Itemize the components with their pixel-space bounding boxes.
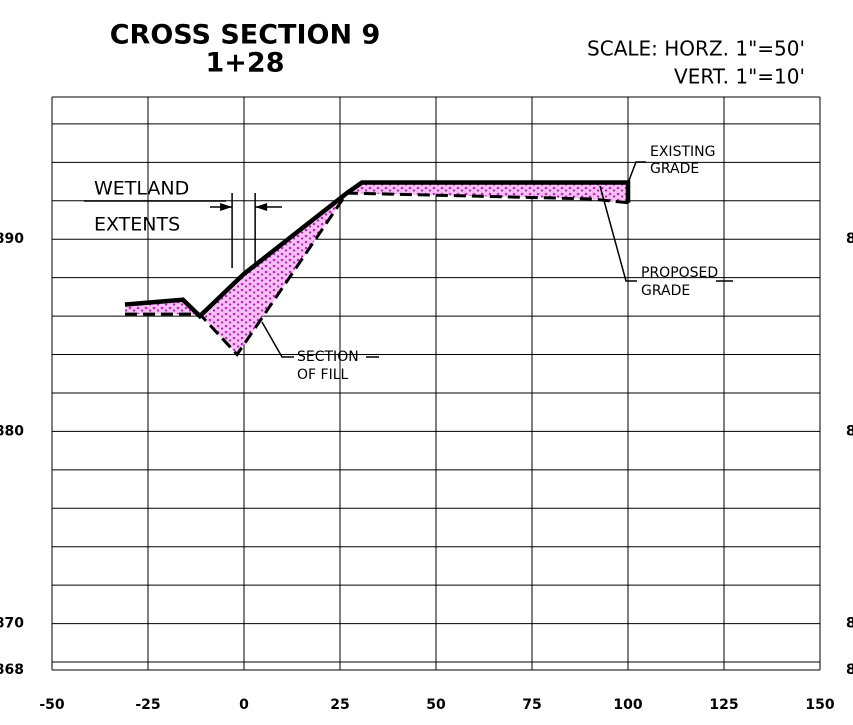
x-tick-label: 0 [239, 697, 249, 713]
annotation: EXTENTS [94, 214, 180, 236]
leader-line [627, 161, 646, 184]
scale-vert: VERT. 1"=10' [674, 65, 805, 89]
grade-line [124, 191, 629, 357]
leader-line [261, 321, 294, 358]
scale-horz: SCALE: HORZ. 1"=50' [587, 37, 805, 61]
x-tick-label: 150 [805, 697, 834, 713]
fill-area [124, 182, 629, 355]
x-tick-label: 100 [613, 697, 642, 713]
arrow-head [220, 203, 233, 211]
x-tick-label: -25 [135, 697, 160, 713]
annotation: OF FILL [297, 367, 349, 383]
y-tick-label: 868 [0, 662, 24, 678]
chart-subtitle: 1+28 [206, 48, 285, 79]
y-tick-label-right: 870 [846, 616, 853, 632]
arrow-head [255, 203, 268, 211]
annotation: PROPOSED [641, 265, 718, 281]
annotation: GRADE [641, 283, 690, 299]
y-tick-label: 890 [0, 231, 24, 247]
annotation: SECTION [297, 349, 359, 365]
x-tick-label: 50 [426, 697, 446, 713]
y-tick-label-right: 868 [846, 662, 853, 678]
chart-title: CROSS SECTION 9 [110, 20, 381, 51]
x-tick-label: 75 [522, 697, 541, 713]
leader-line [599, 185, 637, 282]
x-tick-label: 125 [709, 697, 738, 713]
x-tick-label: 25 [330, 697, 349, 713]
y-tick-label: 880 [0, 423, 24, 439]
y-tick-label: 870 [0, 616, 24, 632]
annotation: WETLAND [94, 178, 189, 200]
y-tick-label-right: 880 [846, 423, 853, 439]
grade-line [124, 180, 631, 320]
x-tick-label: -50 [39, 697, 65, 713]
annotation: GRADE [650, 161, 699, 177]
annotation: EXISTING [650, 144, 715, 160]
y-tick-label-right: 890 [846, 231, 853, 247]
